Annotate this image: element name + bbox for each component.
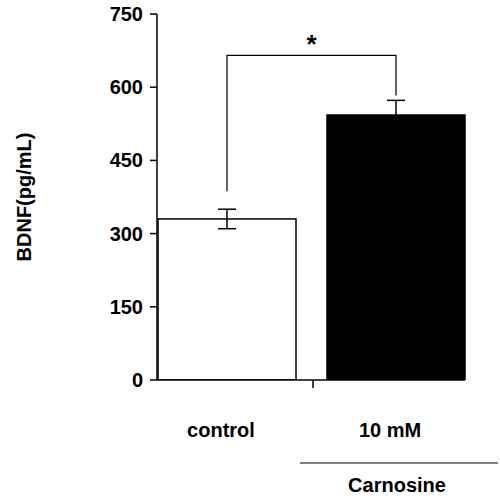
y-tick-label: 150 xyxy=(110,296,143,318)
bar xyxy=(158,219,296,380)
y-tick-label: 600 xyxy=(110,76,143,98)
y-tick-label: 0 xyxy=(132,369,143,391)
y-tick-label: 750 xyxy=(110,3,143,25)
y-tick xyxy=(150,306,157,308)
x-tick-label: control xyxy=(187,419,255,441)
y-tick xyxy=(150,13,157,15)
error-cap xyxy=(387,100,405,102)
group-label: Carnosine xyxy=(348,474,446,496)
chart: 0 150 300 450 600 750 BDNF(pg/mL) control 10 mM *… xyxy=(0,0,500,496)
error-bar xyxy=(387,100,405,129)
error-cap xyxy=(218,228,236,230)
y-tick xyxy=(150,86,157,88)
error-cap xyxy=(387,129,405,131)
x-tick-label: 10 mM xyxy=(359,419,421,441)
y-axis xyxy=(156,14,158,380)
y-tick-label: 300 xyxy=(110,223,143,245)
x-tick xyxy=(312,380,314,388)
error-cap xyxy=(218,208,236,210)
bars xyxy=(158,100,465,380)
error-stem xyxy=(226,209,228,229)
group-line xyxy=(300,462,498,463)
bar xyxy=(327,115,465,380)
error-bar xyxy=(218,209,236,229)
significance-bracket xyxy=(227,55,396,191)
x-axis xyxy=(157,379,465,381)
y-tick xyxy=(150,160,157,162)
y-tick xyxy=(150,379,157,381)
error-stem xyxy=(395,100,397,129)
y-axis-label: BDNF(pg/mL) xyxy=(13,133,35,262)
y-tick xyxy=(150,233,157,235)
y-tick-label: 450 xyxy=(110,149,143,171)
significance-label: * xyxy=(306,29,317,59)
